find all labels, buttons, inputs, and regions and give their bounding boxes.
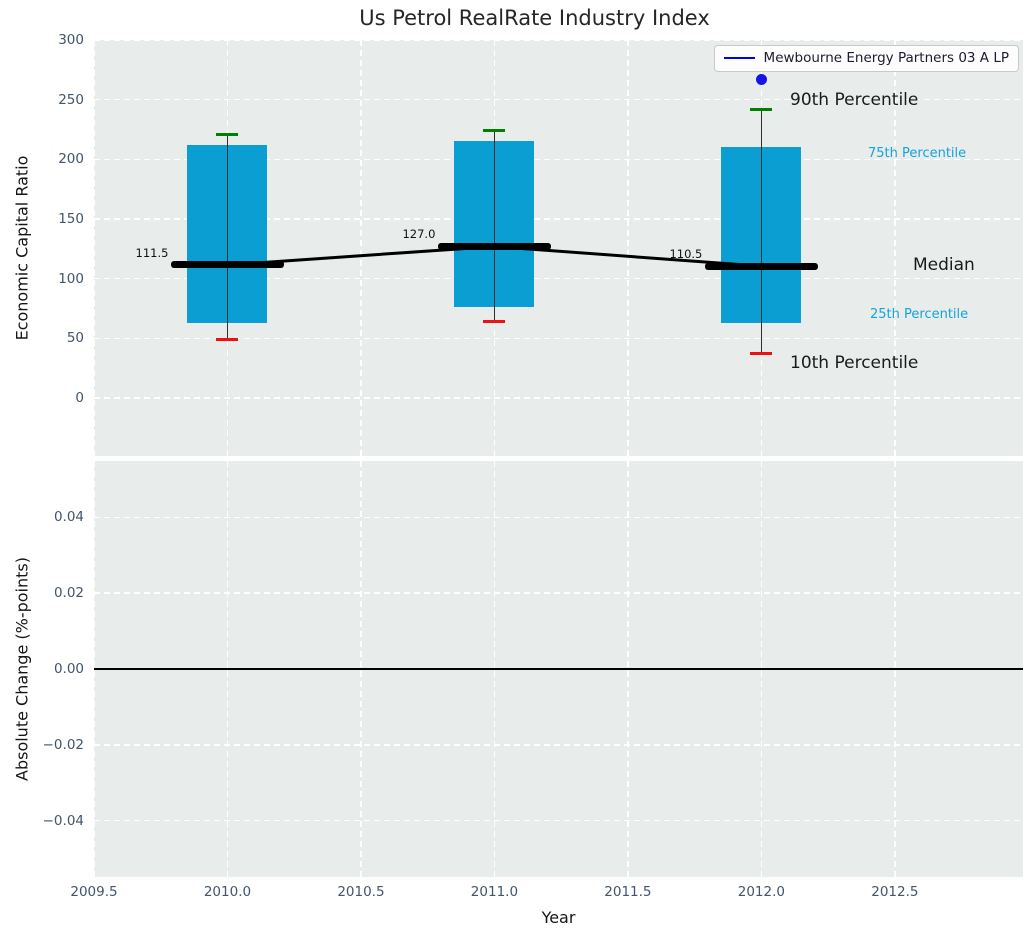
annotation-p10: 10th Percentile xyxy=(790,353,919,373)
whisker-line xyxy=(493,130,496,322)
y-tick-label: 200 xyxy=(58,151,84,168)
p10-cap xyxy=(750,352,773,356)
gridline-horizontal xyxy=(94,98,1023,101)
whisker-line xyxy=(226,134,229,340)
y-tick-label: 0 xyxy=(75,390,84,406)
annotation-p75: 75th Percentile xyxy=(868,146,967,161)
gridline-horizontal xyxy=(94,218,1023,220)
y-tick-label: 0.02 xyxy=(53,585,84,602)
median-marker xyxy=(704,262,818,270)
y-tick-label: 150 xyxy=(58,211,84,227)
x-tick-label: 2011.5 xyxy=(604,884,652,900)
gridline-horizontal xyxy=(94,40,1023,41)
whisker-line xyxy=(760,109,763,354)
gridline-horizontal xyxy=(94,516,1023,519)
x-tick-label: 2009.5 xyxy=(70,884,118,900)
y-tick-label: 100 xyxy=(58,270,84,287)
p90-cap xyxy=(216,132,239,136)
legend: Mewbourne Energy Partners 03 A LP xyxy=(713,45,1019,72)
y-tick-label: −0.04 xyxy=(42,812,84,829)
median-value-label: 110.5 xyxy=(669,247,703,262)
p90-cap xyxy=(750,107,773,111)
company-data-point xyxy=(755,73,767,85)
gridline-horizontal xyxy=(94,592,1023,594)
zero-reference-line xyxy=(94,668,1023,670)
gridline-horizontal xyxy=(94,397,1023,399)
gridline-horizontal xyxy=(94,337,1023,340)
x-axis-label: Year xyxy=(541,908,576,927)
p10-cap xyxy=(216,338,239,341)
gridline-vertical xyxy=(360,40,362,456)
y-tick-label: 300 xyxy=(58,32,84,48)
gridline-vertical xyxy=(627,40,629,456)
x-tick-label: 2011.0 xyxy=(470,884,519,900)
median-marker xyxy=(170,261,284,269)
top-plot-area: Mewbourne Energy Partners 03 A LP 111.5 1… xyxy=(94,40,1023,456)
annotation-p25: 25th Percentile xyxy=(870,307,969,322)
annotation-median: Median xyxy=(913,255,975,275)
bottom-plot-area xyxy=(94,461,1023,877)
y-tick-label: 0.00 xyxy=(53,661,84,677)
y-tick-label: 50 xyxy=(66,330,84,347)
p90-cap xyxy=(483,129,506,133)
y-tick-label: 0.04 xyxy=(53,509,84,526)
gridline-horizontal xyxy=(94,277,1023,280)
median-value-label: 127.0 xyxy=(402,227,436,242)
y-tick-label: 250 xyxy=(58,91,84,108)
median-value-label: 111.5 xyxy=(135,245,169,260)
p10-cap xyxy=(483,320,506,324)
gridline-vertical xyxy=(894,40,896,456)
chart-title: Us Petrol RealRate Industry Index xyxy=(359,6,710,30)
x-tick-label: 2010.0 xyxy=(203,884,252,900)
median-marker xyxy=(437,242,551,250)
x-tick-label: 2012.5 xyxy=(871,884,919,900)
y-axis-label-top: Economic Capital Ratio xyxy=(12,155,32,341)
legend-label: Mewbourne Energy Partners 03 A LP xyxy=(763,50,1009,66)
gridline-horizontal xyxy=(94,819,1023,822)
gridline-horizontal xyxy=(94,158,1023,161)
legend-line-sample xyxy=(723,57,755,59)
gridline-horizontal xyxy=(94,744,1023,746)
x-tick-label: 2012.0 xyxy=(737,884,785,900)
gridline-vertical xyxy=(94,40,95,456)
y-tick-label: −0.02 xyxy=(42,736,84,753)
annotation-p90: 90th Percentile xyxy=(790,90,919,110)
x-tick-label: 2010.5 xyxy=(337,884,385,900)
